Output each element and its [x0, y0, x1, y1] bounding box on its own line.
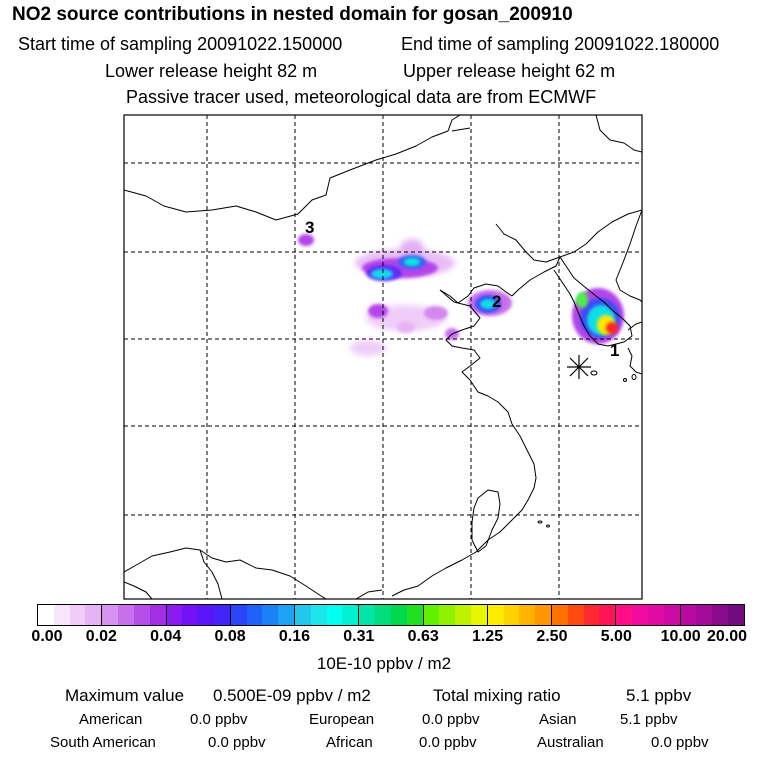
- colorbar-swatch: [406, 605, 424, 625]
- colorbar-swatch: [102, 605, 119, 625]
- map-title: NO2 source contributions in nested domai…: [12, 4, 573, 25]
- colorbar-swatch: [647, 605, 664, 625]
- max-value: 0.500E-09 ppbv / m2: [213, 686, 371, 705]
- colorbar-swatch: [663, 605, 681, 625]
- region-name-australian: Australian: [537, 734, 604, 751]
- total-mixing-label: Total mixing ratio: [433, 686, 561, 705]
- region-name-asian: Asian: [539, 711, 577, 728]
- colorbar-tick-label: 5.00: [600, 628, 632, 645]
- colorbar-swatch: [423, 605, 440, 625]
- colorbar-units: 10E-10 ppbv / m2: [316, 654, 452, 673]
- concentration-plume-korea: [572, 288, 624, 344]
- colorbar-swatch: [616, 605, 633, 625]
- colorbar-swatch: [696, 605, 713, 625]
- sampling-start-text: Start time of sampling 20091022.150000: [18, 34, 343, 54]
- colorbar-tick-label: 1.25: [471, 628, 504, 645]
- region-value-european: 0.0 ppbv: [422, 711, 480, 728]
- colorbar-swatch: [567, 605, 584, 625]
- colorbar-swatch: [390, 605, 407, 625]
- concentration-plume-bohai: [468, 290, 512, 316]
- colorbar-swatch: [503, 605, 520, 625]
- colorbar-swatch: [632, 605, 648, 625]
- colorbar-tick-label: 0.02: [85, 628, 117, 645]
- colorbar-tick-label: 0.08: [214, 628, 246, 645]
- colorbar-swatch: [69, 605, 86, 625]
- cluster-label-1: 1: [610, 341, 619, 360]
- colorbar-swatch: [326, 605, 343, 625]
- colorbar-swatch: [487, 605, 504, 625]
- colorbar-swatch: [149, 605, 167, 625]
- colorbar-swatch: [583, 605, 600, 625]
- colorbar-swatch: [213, 605, 231, 625]
- colorbar-swatch: [85, 605, 103, 625]
- region-value-australian: 0.0 ppbv: [651, 734, 709, 751]
- region-value-south-american: 0.0 ppbv: [208, 734, 266, 751]
- colorbar-tick-label: 0.04: [150, 628, 182, 645]
- colorbar-swatch: [198, 605, 214, 625]
- region-name-south-american: South American: [50, 734, 156, 751]
- colorbar-swatch: [359, 605, 376, 625]
- coastlines-and-borders: [124, 115, 642, 599]
- colorbar-swatch: [262, 605, 279, 625]
- concentration-plume-north-china: [350, 239, 459, 356]
- colorbar-swatch: [727, 605, 744, 625]
- colorbar-tick-label: 2.50: [536, 628, 568, 645]
- region-value-american: 0.0 ppbv: [190, 711, 248, 728]
- total-mixing-value: 5.1 ppbv: [626, 686, 692, 705]
- colorbar-swatch: [552, 605, 568, 625]
- colorbar-tick-label: 0.00: [31, 628, 63, 645]
- colorbar-ticks: 0.00 0.02 0.04 0.08 0.16 0.31 0.63 1.25 2.50 5.00…: [0, 628, 768, 650]
- lat-lon-grid: [124, 115, 642, 599]
- receptor-star-marker: [567, 355, 591, 379]
- max-value-label: Maximum value: [65, 686, 185, 705]
- colorbar-swatch: [166, 605, 183, 625]
- colorbar-tick-label: 0.16: [278, 628, 311, 645]
- colorbar-swatch: [278, 605, 295, 625]
- map-frame: [123, 114, 643, 600]
- colorbar-tick-label: 0.31: [343, 628, 375, 645]
- colorbar-swatch: [599, 605, 617, 625]
- colorbar-tick-label: 0.63: [407, 628, 439, 645]
- colorbar-swatch: [519, 605, 536, 625]
- colorbar-swatch: [375, 605, 391, 625]
- colorbar-swatch: [455, 605, 471, 625]
- cluster-label-3: 3: [305, 218, 314, 237]
- colorbar-swatch: [712, 605, 728, 625]
- colorbar-swatch: [310, 605, 327, 625]
- region-value-african: 0.0 ppbv: [419, 734, 477, 751]
- colorbar-swatch: [38, 605, 54, 625]
- map-panel: 1 2 3: [123, 114, 643, 600]
- region-value-asian: 5.1 ppbv: [620, 711, 678, 728]
- cluster-label-2: 2: [492, 292, 501, 311]
- lower-release-height-text: Lower release height 82 m: [105, 61, 318, 81]
- colorbar-swatch: [680, 605, 697, 625]
- colorbar-swatch: [182, 605, 199, 625]
- colorbar-swatch: [342, 605, 360, 625]
- colorbar-tick-label: 20.00: [706, 628, 748, 645]
- colorbar-swatch: [535, 605, 552, 625]
- tracer-note-text: Passive tracer used, meteorological data…: [126, 87, 597, 107]
- colorbar: [37, 604, 745, 626]
- region-name-american: American: [79, 711, 143, 728]
- colorbar-swatch: [118, 605, 134, 625]
- colorbar-tick-label: 10.00: [660, 628, 701, 645]
- colorbar-swatch: [470, 605, 488, 625]
- upper-release-height-text: Upper release height 62 m: [403, 61, 616, 81]
- colorbar-swatch: [53, 605, 70, 625]
- colorbar-swatch: [230, 605, 247, 625]
- region-name-european: European: [309, 711, 375, 728]
- colorbar-swatch: [246, 605, 263, 625]
- colorbar-swatch: [295, 605, 311, 625]
- sampling-end-text: End time of sampling 20091022.180000: [401, 34, 720, 54]
- region-name-african: African: [326, 734, 373, 751]
- colorbar-swatch: [439, 605, 456, 625]
- concentration-spot-3: [298, 234, 314, 246]
- colorbar-swatch: [133, 605, 150, 625]
